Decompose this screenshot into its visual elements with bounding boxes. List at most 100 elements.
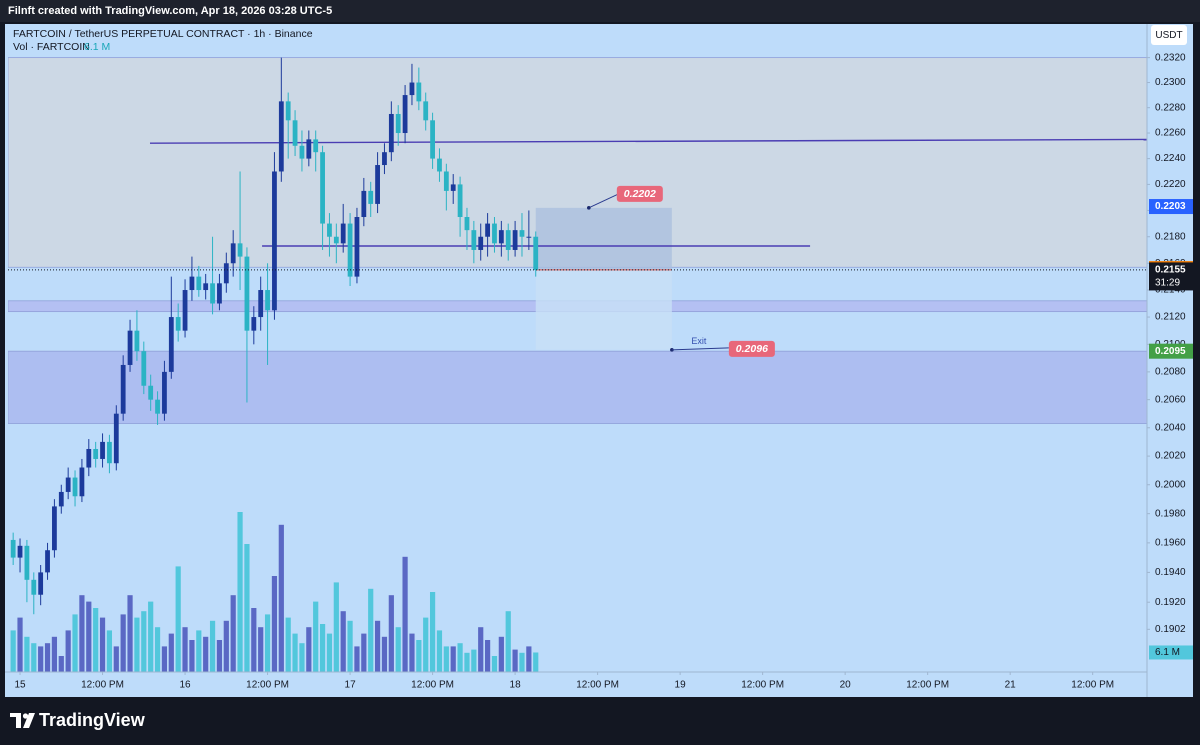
- volume-bar: [457, 643, 463, 672]
- volume-bar: [436, 630, 443, 672]
- volume-bar: [471, 649, 477, 672]
- candle-body: [168, 317, 174, 372]
- candle-body: [58, 491, 64, 507]
- volume-bar: [347, 620, 353, 672]
- candle-body: [347, 223, 353, 277]
- target-anchor: [587, 206, 591, 210]
- volume-bar: [223, 620, 229, 672]
- y-tick-label: 0.1980: [1155, 508, 1186, 519]
- volume-bar: [86, 601, 92, 672]
- volume-bar: [148, 601, 154, 672]
- volume-bar: [306, 627, 312, 672]
- volume-bar: [285, 617, 291, 672]
- candle-body: [492, 223, 497, 244]
- candle-body: [175, 317, 181, 331]
- exit-label: 0.2096: [736, 343, 768, 355]
- volume-bar: [450, 646, 456, 672]
- chart-title: FARTCOIN / TetherUS PERPETUAL CONTRACT ·…: [13, 28, 313, 40]
- volume-bar: [361, 633, 367, 672]
- candle-body: [437, 158, 442, 172]
- volume-bar: [175, 566, 181, 672]
- volume-bar: [271, 576, 278, 672]
- candle-body: [512, 230, 518, 250]
- caption: Filnft created with TradingView.com, Apr…: [8, 5, 332, 17]
- x-tick-label: 19: [675, 680, 687, 691]
- candle-body: [141, 351, 147, 386]
- candle-body: [299, 145, 305, 159]
- target-label: 0.2202: [624, 188, 656, 200]
- candle-body: [223, 263, 229, 284]
- y-tick-label: 0.2180: [1155, 231, 1186, 242]
- volume-bar: [127, 595, 133, 672]
- price-label-box: [1149, 343, 1193, 359]
- volume-bar: [168, 633, 174, 672]
- candle-body: [471, 230, 477, 250]
- price-label-box: [1149, 262, 1193, 291]
- y-tick-label: 0.2240: [1155, 153, 1186, 164]
- candle-body: [72, 477, 78, 497]
- candle-body: [52, 506, 57, 551]
- candle-body: [258, 290, 264, 318]
- volume-bar: [99, 617, 106, 672]
- candle-body: [10, 539, 16, 558]
- volume-bar: [395, 627, 401, 672]
- exit-text: Exit: [691, 336, 707, 346]
- candle-body: [306, 139, 312, 159]
- volume-bar: [388, 595, 394, 672]
- y-tick-label: 0.1902: [1155, 624, 1186, 635]
- volume-bar: [17, 617, 23, 672]
- candle-body: [375, 165, 380, 204]
- candle-body: [120, 364, 126, 414]
- volume-bar: [409, 633, 415, 672]
- volume-bar: [58, 656, 64, 672]
- candle-body: [86, 448, 92, 468]
- volume-bar: [44, 643, 51, 672]
- y-tick-label: 0.1960: [1155, 538, 1186, 549]
- candle-body: [45, 550, 50, 573]
- x-tick-label: 12:00 PM: [246, 680, 289, 691]
- volume-bar: [38, 646, 44, 672]
- candle-body: [313, 139, 319, 153]
- volume-label-box: [1149, 645, 1193, 660]
- target-connector: [588, 193, 620, 209]
- volume-bar: [443, 646, 449, 672]
- logo-part: [10, 713, 21, 717]
- x-tick-label: 12:00 PM: [741, 680, 784, 691]
- currency-box[interactable]: [1151, 25, 1187, 45]
- volume-bar: [51, 636, 58, 672]
- volume-bar: [374, 620, 381, 672]
- volume-bar: [381, 636, 388, 672]
- candle-body: [24, 545, 30, 580]
- candle-body: [409, 82, 415, 96]
- volume-bar: [491, 656, 498, 672]
- x-tick-label: 17: [345, 680, 357, 691]
- volume-bar: [24, 636, 30, 672]
- volume-bar: [154, 627, 161, 672]
- volume-bar: [533, 652, 539, 672]
- candle-body: [79, 467, 85, 497]
- exit-label-box: [728, 340, 775, 357]
- x-tick-label: 12:00 PM: [576, 680, 619, 691]
- candle-body: [237, 243, 243, 257]
- volume-bar: [354, 646, 360, 672]
- volume-bar: [72, 614, 78, 672]
- candle-body: [485, 223, 490, 237]
- volume-bar: [423, 617, 429, 672]
- candle-body: [533, 236, 539, 270]
- candle-body: [327, 223, 332, 237]
- candle-body: [450, 184, 456, 191]
- volume-bar: [292, 633, 298, 672]
- candle-body: [395, 113, 401, 134]
- price-label: 0.2095: [1155, 346, 1186, 357]
- volume-bar: [251, 608, 257, 672]
- candle-body: [203, 283, 209, 291]
- volume-bar: [484, 640, 491, 672]
- candle-body: [340, 223, 346, 244]
- candle-body: [361, 190, 367, 218]
- currency[interactable]: USDT: [1155, 30, 1182, 41]
- logo-part: [16, 713, 21, 728]
- volume-bar: [230, 595, 236, 672]
- x-tick-label: 20: [840, 680, 852, 691]
